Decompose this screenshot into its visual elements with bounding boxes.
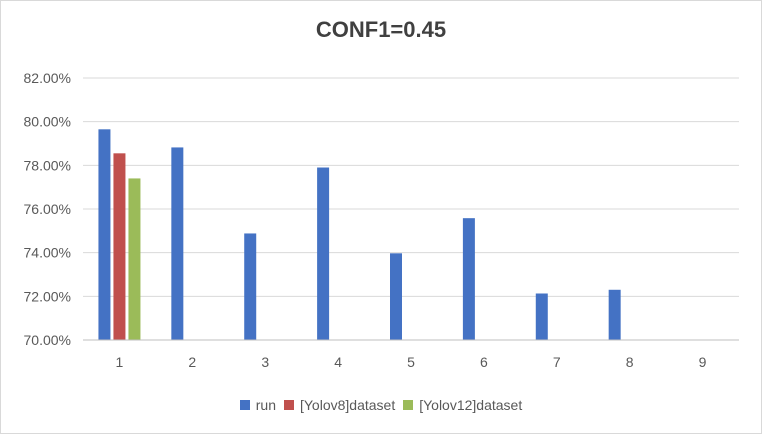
y-tick-label: 72.00% <box>24 288 71 304</box>
x-tick-label: 3 <box>261 354 269 370</box>
x-tick-label: 2 <box>188 354 196 370</box>
bar-run <box>535 293 548 340</box>
x-tick-label: 7 <box>553 354 561 370</box>
x-tick-label: 6 <box>480 354 488 370</box>
bar-yolov8-dataset <box>113 153 126 340</box>
legend-label: [Yolov8]dataset <box>299 397 396 413</box>
legend-swatch <box>239 400 250 410</box>
chart-legend: run [Yolov8]dataset [Yolov12]dataset <box>1 397 761 413</box>
legend-swatch <box>403 400 414 410</box>
x-tick-label: 4 <box>334 354 342 370</box>
legend-item: [Yolov12]dataset <box>403 397 522 413</box>
x-tick-label: 5 <box>407 354 415 370</box>
bar-run <box>317 167 330 340</box>
x-tick-label: 9 <box>699 354 707 370</box>
y-tick-label: 74.00% <box>24 245 71 261</box>
x-tick-label: 8 <box>626 354 634 370</box>
y-tick-label: 70.00% <box>24 332 71 348</box>
bar-run <box>390 253 402 340</box>
bar-yolov12-dataset <box>128 178 141 340</box>
y-tick-label: 82.00% <box>24 70 71 86</box>
chart-title: CONF1=0.45 <box>315 17 447 42</box>
bar-run <box>608 289 621 340</box>
legend-label: run <box>255 397 276 413</box>
bar-run <box>98 129 111 340</box>
y-tick-label: 76.00% <box>24 201 71 217</box>
y-tick-label: 78.00% <box>24 157 71 173</box>
legend-swatch <box>283 400 294 410</box>
legend-item: [Yolov8]dataset <box>283 397 396 413</box>
bar-run <box>462 218 475 340</box>
bar-run <box>244 233 257 340</box>
legend-item: run <box>239 397 276 413</box>
legend-label: [Yolov12]dataset <box>419 397 523 413</box>
x-tick-label: 1 <box>116 354 124 370</box>
y-tick-label: 80.00% <box>24 114 71 130</box>
bar-run <box>171 147 184 340</box>
